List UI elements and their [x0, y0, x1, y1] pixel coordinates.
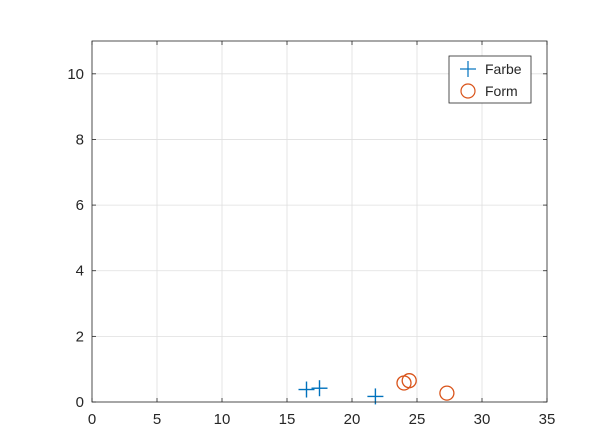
legend-marker-farbe — [460, 61, 476, 77]
point-farbe — [298, 381, 315, 398]
x-tick-labels: 0 5 10 15 20 25 30 35 — [88, 411, 556, 428]
point-farbe — [311, 380, 328, 397]
x-tick-label: 10 — [214, 411, 231, 428]
y-tick-label: 2 — [76, 328, 84, 345]
y-tick-label: 10 — [67, 66, 84, 83]
point-form — [439, 385, 455, 401]
y-tick-labels: 0 2 4 6 8 10 — [67, 66, 84, 411]
x-tick-label: 15 — [279, 411, 296, 428]
legend-label-form: Form — [485, 83, 518, 99]
legend-marker-form — [460, 83, 476, 99]
y-tick-label: 8 — [76, 131, 84, 148]
legend: Farbe Form — [448, 55, 532, 104]
y-tick-label: 0 — [76, 394, 84, 411]
x-tick-label: 20 — [344, 411, 361, 428]
y-tick-label: 6 — [76, 197, 84, 214]
x-tick-label: 0 — [88, 411, 96, 428]
y-tick-label: 4 — [76, 263, 84, 280]
x-tick-label: 35 — [539, 411, 556, 428]
x-tick-label: 25 — [409, 411, 426, 428]
point-form — [401, 373, 417, 389]
x-tick-label: 5 — [153, 411, 161, 428]
x-tick-label: 30 — [474, 411, 491, 428]
axes-box — [91, 40, 548, 403]
legend-label-farbe: Farbe — [485, 61, 522, 77]
